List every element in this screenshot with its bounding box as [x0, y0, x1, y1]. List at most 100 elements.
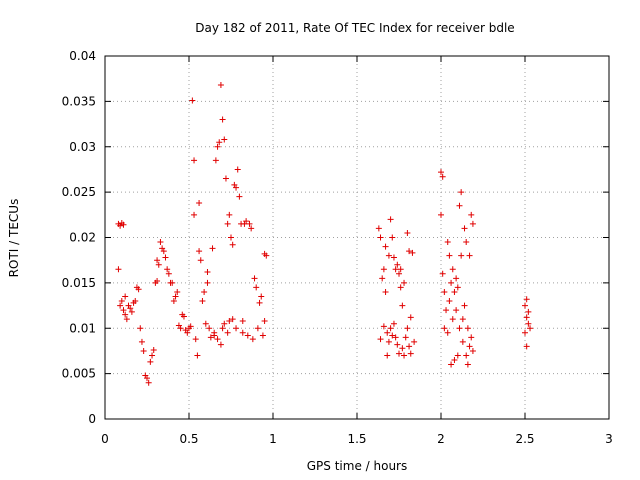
data-point [204, 279, 211, 286]
data-point [248, 225, 255, 232]
data-point [448, 279, 455, 286]
data-point [387, 216, 394, 223]
data-point [184, 329, 191, 336]
data-point [192, 336, 199, 343]
data-point [118, 298, 125, 305]
y-tick-label: 0.01 [69, 321, 96, 335]
data-point [214, 336, 221, 343]
data-point [468, 211, 475, 218]
data-point [399, 345, 406, 352]
x-tick-label: 3 [605, 432, 613, 446]
data-point [446, 252, 453, 259]
data-point [459, 316, 466, 323]
data-point [444, 239, 451, 246]
data-point [523, 343, 530, 350]
data-point [212, 157, 219, 164]
data-point [233, 184, 240, 191]
data-point [439, 173, 446, 180]
data-point [263, 252, 270, 259]
data-point [389, 234, 396, 241]
data-point [122, 293, 129, 300]
data-point [379, 275, 386, 282]
data-point [221, 136, 228, 143]
data-point [127, 305, 134, 312]
data-point [239, 329, 246, 336]
data-point [458, 252, 465, 259]
data-point [199, 298, 206, 305]
data-point [251, 275, 258, 282]
y-tick-label: 0.015 [62, 276, 96, 290]
data-point [234, 166, 241, 173]
y-tick-label: 0.03 [69, 140, 96, 154]
data-point [409, 249, 416, 256]
data-point [469, 220, 476, 227]
data-point [221, 320, 228, 327]
data-point [466, 343, 473, 350]
data-point [523, 296, 530, 303]
data-point [160, 248, 167, 255]
data-point [449, 316, 456, 323]
x-tick-label: 1 [269, 432, 277, 446]
gridlines [105, 56, 609, 419]
data-point [253, 284, 260, 291]
data-point [120, 221, 127, 228]
data-points [115, 82, 534, 386]
data-point [189, 97, 196, 104]
data-point [522, 302, 528, 309]
data-point [392, 334, 399, 341]
data-point [207, 334, 214, 341]
data-point [464, 361, 471, 368]
data-point [216, 139, 223, 146]
data-point [466, 252, 473, 259]
data-point [461, 302, 468, 309]
data-point [401, 352, 408, 359]
data-point [441, 288, 448, 295]
data-point [406, 248, 413, 255]
data-point [454, 284, 461, 291]
data-point [217, 341, 224, 348]
y-axis-label: ROTI / TECUs [7, 199, 21, 278]
data-point [157, 239, 164, 246]
data-point [145, 379, 152, 386]
y-tick-label: 0.04 [69, 49, 96, 63]
data-point [196, 200, 203, 207]
data-point [404, 229, 411, 236]
data-point [217, 82, 224, 89]
data-point [397, 284, 404, 291]
data-point [394, 261, 401, 268]
data-point [441, 325, 448, 332]
data-point [177, 325, 184, 332]
data-point [461, 225, 468, 232]
data-point [135, 286, 142, 293]
data-point [246, 220, 253, 227]
data-point [206, 325, 213, 332]
data-point [140, 347, 147, 354]
data-point [149, 352, 156, 359]
data-point [204, 268, 211, 275]
data-point [197, 257, 204, 264]
data-point [451, 288, 458, 295]
data-point [456, 325, 463, 332]
data-point [226, 211, 233, 218]
data-point [233, 325, 240, 332]
data-point [382, 288, 389, 295]
data-point [463, 239, 470, 246]
data-point [404, 325, 411, 332]
data-point [170, 298, 177, 305]
data-point [219, 325, 226, 332]
data-point [150, 347, 157, 354]
data-point [525, 320, 532, 327]
data-point [385, 338, 392, 345]
data-point [219, 116, 226, 123]
data-point [384, 352, 391, 359]
data-point [187, 323, 194, 330]
data-point [180, 313, 187, 320]
data-point [407, 350, 414, 357]
data-point [453, 307, 460, 314]
data-point [137, 325, 144, 332]
chart-title: Day 182 of 2011, Rate Of TEC Index for r… [195, 21, 514, 35]
data-point [387, 325, 394, 332]
data-point [389, 332, 396, 339]
data-point [525, 308, 532, 315]
